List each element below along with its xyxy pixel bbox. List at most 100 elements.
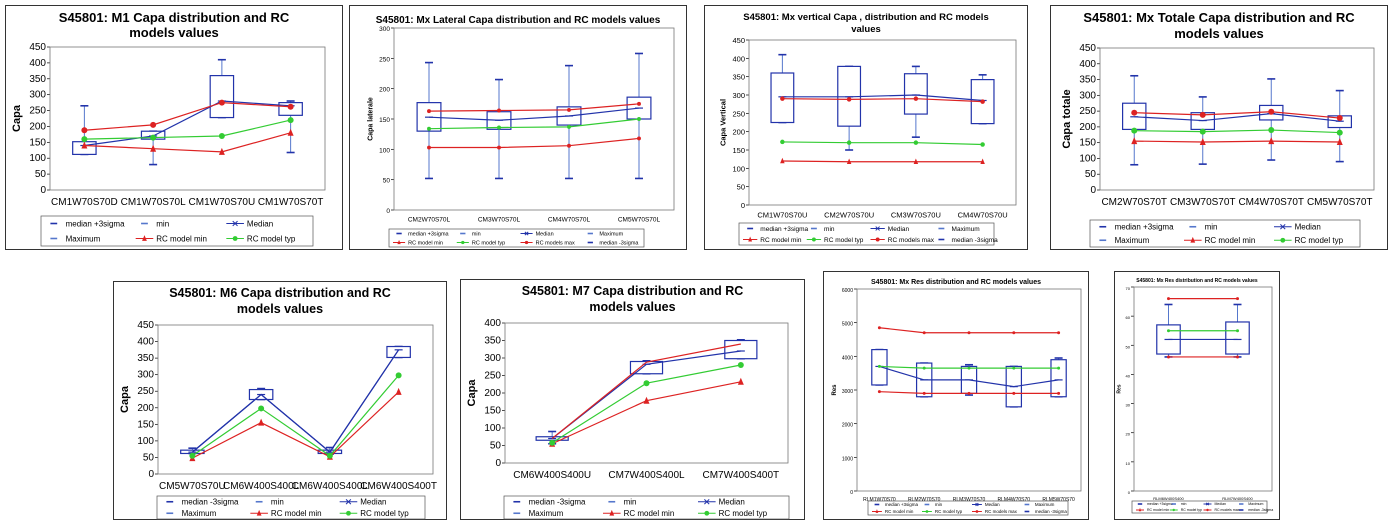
y-axis-label: Res	[832, 384, 838, 396]
y-tick-label: 50	[143, 452, 155, 463]
legend-box	[867, 500, 1069, 516]
legend-box	[503, 495, 790, 520]
y-tick-label: 250	[29, 106, 46, 117]
legend-label: RC models max	[985, 509, 1018, 514]
y-tick-label: 200	[137, 403, 154, 414]
series-point	[1057, 331, 1061, 335]
plot-area	[1133, 286, 1273, 492]
series-point	[1236, 355, 1239, 359]
y-tick-label: 400	[29, 58, 46, 69]
chart-panel-res-2: S45801: Mx Res distribution and RC model…	[1114, 271, 1280, 520]
legend-label: RC model min	[624, 509, 675, 518]
legend-symbol	[875, 226, 880, 231]
y-tick-label: 250	[732, 109, 745, 118]
series-point	[637, 117, 641, 121]
chart-title: S45801: M7 Capa distribution and RC	[522, 284, 744, 298]
y-tick-label: 400	[1079, 59, 1096, 70]
series-line	[1134, 111, 1340, 119]
x-tick-label: CM5W70S70L	[618, 217, 661, 224]
series-point	[922, 391, 926, 395]
series-line	[191, 349, 400, 454]
series-point	[846, 97, 852, 102]
chart-svg-mx-lateral: S45801: Mx Lateral Capa distribution and…	[349, 5, 687, 250]
y-axis-label: Capa	[466, 379, 478, 407]
y-tick-label: 200	[484, 388, 501, 399]
series-point	[218, 147, 225, 155]
x-tick-label: CM2W70S70U	[824, 211, 874, 220]
legend-label: RC model min	[156, 234, 207, 243]
y-tick-label: 4000	[842, 355, 853, 361]
chart-frame	[704, 5, 1028, 250]
series-point	[1131, 109, 1138, 116]
chart-panel-m7: S45801: M7 Capa distribution and RC model…	[460, 279, 805, 520]
series-point	[643, 396, 650, 404]
median-line	[782, 94, 983, 102]
series-point	[497, 145, 501, 150]
y-tick-label: 5000	[842, 322, 853, 328]
series-point	[1236, 329, 1239, 333]
y-tick-label: 150	[379, 117, 390, 124]
y-tick-label: 300	[379, 26, 390, 33]
y-tick-label: 100	[137, 436, 154, 447]
x-tick-label: CM5W70S70U	[159, 481, 226, 492]
x-tick-label: CM2W70S70L	[408, 217, 451, 224]
legend-label: RC model min	[1205, 236, 1256, 245]
chart-title: S45801: Mx Res distribution and RC model…	[1136, 278, 1258, 284]
legend-box	[156, 495, 426, 520]
chart-panel-m6: S45801: M6 Capa distribution and RC model…	[113, 281, 447, 520]
series-point	[1131, 127, 1138, 134]
legend-label: RC model typ	[1181, 508, 1202, 512]
legend-box	[388, 228, 645, 248]
legend-label: median +3sigma	[66, 219, 125, 228]
x-tick-label: CM3W70S70L	[478, 217, 521, 224]
plot-area	[49, 46, 326, 191]
legend-symbol	[524, 231, 529, 236]
legend-label: min	[824, 226, 835, 233]
series-point	[1012, 331, 1016, 335]
series-point	[81, 141, 88, 149]
legend-symbol	[397, 239, 401, 245]
y-tick-label: 10	[1126, 461, 1131, 466]
chart-title: models values	[129, 25, 219, 40]
y-tick-label: 250	[137, 386, 154, 397]
chart-panel-res-1: S45801: Mx Res distribution and RC model…	[823, 271, 1089, 520]
legend-label: RC models max	[1215, 508, 1240, 512]
series-point	[846, 158, 852, 164]
series-point	[980, 142, 985, 147]
legend-symbol	[345, 498, 352, 505]
series-line	[1134, 129, 1340, 134]
box-body	[1050, 359, 1067, 398]
legend-label: min	[1181, 502, 1187, 506]
chart-title: models values	[1174, 26, 1264, 41]
series-point	[81, 136, 88, 143]
series-line	[782, 141, 983, 146]
legend-label: RC models max	[536, 240, 575, 246]
series-line	[84, 119, 291, 140]
x-tick-label: CM2W70S70T	[1101, 197, 1167, 208]
y-tick-label: 200	[1079, 122, 1096, 133]
series-point	[427, 126, 431, 131]
y-tick-label: 300	[732, 91, 745, 100]
legend-label: median +3sigma	[408, 231, 449, 237]
series-point	[1199, 128, 1206, 135]
y-tick-label: 450	[29, 42, 46, 53]
legend-symbol	[232, 220, 238, 227]
chart-title: S45801: Mx Res distribution and RC model…	[871, 279, 1041, 286]
chart-panel-mx-totale: S45801: Mx Totale Capa distribution and …	[1050, 5, 1388, 250]
y-axis-label: Capa totale	[1061, 89, 1073, 148]
x-tick-label: CM3W70S70T	[1170, 197, 1236, 208]
series-line	[551, 343, 741, 439]
box-body	[903, 73, 928, 115]
legend-label: Maximum	[182, 509, 217, 518]
legend-label: min	[624, 498, 637, 507]
series-point	[1268, 127, 1275, 134]
y-axis-label: Capa	[119, 385, 131, 413]
y-tick-label: 100	[29, 153, 46, 164]
legend-label: Maximum	[529, 509, 564, 518]
x-tick-label: CM6W400S400L	[292, 481, 369, 492]
series-point	[737, 377, 744, 385]
series-point	[1236, 297, 1239, 301]
legend-symbol	[1190, 236, 1196, 243]
y-tick-label: 70	[1126, 286, 1131, 291]
y-tick-label: 250	[1079, 106, 1096, 117]
